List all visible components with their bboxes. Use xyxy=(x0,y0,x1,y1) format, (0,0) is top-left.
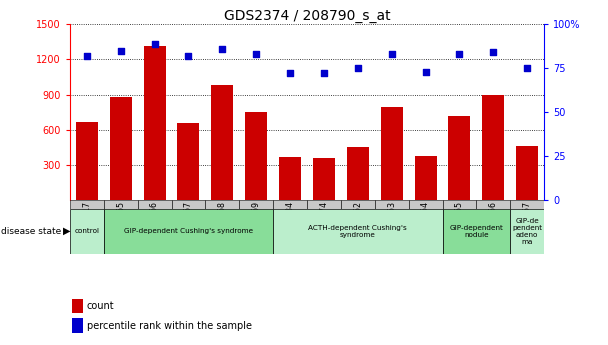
Bar xyxy=(443,200,477,209)
Text: ACTH-dependent Cushing's
syndrome: ACTH-dependent Cushing's syndrome xyxy=(308,225,407,238)
Text: GIP-dependent Cushing's syndrome: GIP-dependent Cushing's syndrome xyxy=(124,228,253,234)
Point xyxy=(421,69,430,75)
Point xyxy=(116,48,126,53)
Bar xyxy=(104,209,273,254)
Bar xyxy=(409,200,443,209)
Text: GSM93156: GSM93156 xyxy=(489,200,498,240)
Bar xyxy=(273,209,443,254)
Bar xyxy=(70,200,104,209)
Bar xyxy=(245,112,268,200)
Text: GSM86165: GSM86165 xyxy=(116,200,125,240)
Text: GSM86167: GSM86167 xyxy=(184,200,193,240)
Bar xyxy=(516,146,538,200)
Bar xyxy=(313,158,335,200)
Point xyxy=(387,51,396,57)
Point xyxy=(285,71,295,76)
Bar xyxy=(510,200,544,209)
Point xyxy=(150,41,159,46)
Text: GIP-de
pendent
adeno
ma: GIP-de pendent adeno ma xyxy=(512,218,542,245)
Bar xyxy=(104,200,137,209)
Bar xyxy=(240,200,273,209)
Text: control: control xyxy=(74,228,99,234)
Text: GSM93155: GSM93155 xyxy=(455,200,464,240)
Text: GSM88074: GSM88074 xyxy=(319,200,328,240)
Text: GSM85117: GSM85117 xyxy=(82,200,91,240)
Text: GSM93157: GSM93157 xyxy=(523,200,532,240)
Bar xyxy=(510,209,544,254)
Text: GSM93152: GSM93152 xyxy=(353,200,362,240)
Point xyxy=(82,53,92,59)
Bar xyxy=(206,200,240,209)
Bar xyxy=(347,147,369,200)
Bar xyxy=(449,116,471,200)
Bar xyxy=(279,157,301,200)
Bar xyxy=(375,200,409,209)
Bar xyxy=(307,200,341,209)
Bar xyxy=(109,97,132,200)
Text: ▶: ▶ xyxy=(63,226,71,236)
Text: GSM86168: GSM86168 xyxy=(218,200,227,240)
Bar xyxy=(341,200,375,209)
Point xyxy=(218,46,227,51)
Text: GSM86166: GSM86166 xyxy=(150,200,159,240)
Bar xyxy=(72,318,83,333)
Point xyxy=(353,66,363,71)
Bar xyxy=(381,107,402,200)
Text: percentile rank within the sample: percentile rank within the sample xyxy=(86,321,252,331)
Text: count: count xyxy=(86,301,114,311)
Text: disease state: disease state xyxy=(1,227,61,236)
Bar xyxy=(482,95,505,200)
Text: GSM86169: GSM86169 xyxy=(252,200,261,240)
Bar xyxy=(212,85,233,200)
Bar xyxy=(76,121,98,200)
Text: GIP-dependent
nodule: GIP-dependent nodule xyxy=(449,225,503,238)
Title: GDS2374 / 208790_s_at: GDS2374 / 208790_s_at xyxy=(224,9,390,23)
Text: GSM86434: GSM86434 xyxy=(286,200,295,240)
Text: GSM93153: GSM93153 xyxy=(387,200,396,240)
Bar xyxy=(70,209,104,254)
Bar xyxy=(137,200,171,209)
Bar xyxy=(143,47,165,200)
Bar xyxy=(477,200,510,209)
Point xyxy=(522,66,532,71)
Point xyxy=(319,71,329,76)
Bar xyxy=(415,156,437,200)
Point xyxy=(184,53,193,59)
Text: GSM93154: GSM93154 xyxy=(421,200,430,240)
Bar xyxy=(443,209,510,254)
Bar xyxy=(72,299,83,313)
Point xyxy=(455,51,465,57)
Bar xyxy=(178,123,199,200)
Point xyxy=(251,51,261,57)
Point xyxy=(488,50,498,55)
Bar xyxy=(171,200,206,209)
Bar xyxy=(273,200,307,209)
